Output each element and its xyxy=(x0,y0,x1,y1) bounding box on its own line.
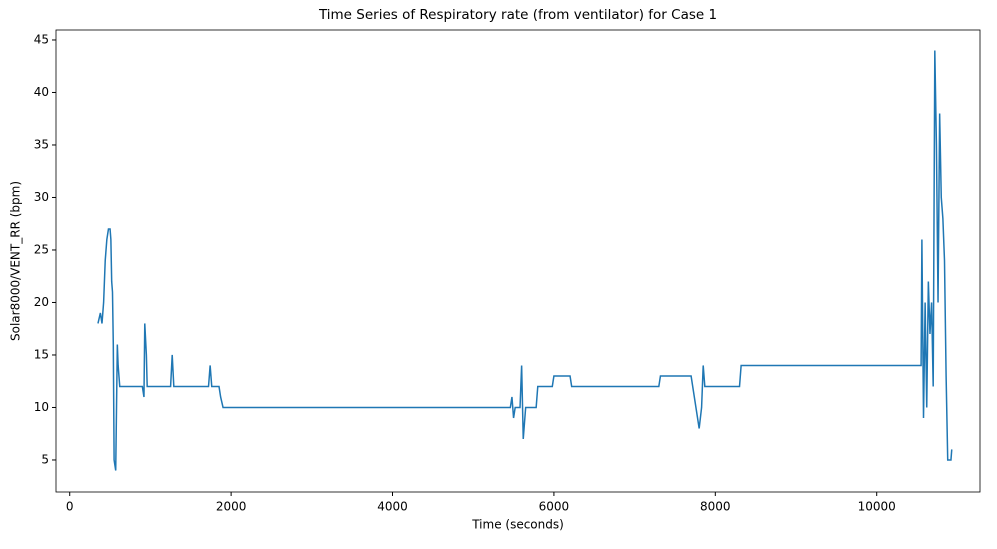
y-tick-label: 25 xyxy=(34,242,49,256)
y-axis-label: Solar8000/VENT_RR (bpm) xyxy=(9,181,23,341)
y-tick-label: 5 xyxy=(41,452,49,466)
x-tick-label: 10000 xyxy=(858,500,896,514)
y-tick-label: 20 xyxy=(34,295,49,309)
y-tick-label: 40 xyxy=(34,85,49,99)
y-tick-label: 30 xyxy=(34,190,49,204)
chart-title: Time Series of Respiratory rate (from ve… xyxy=(318,7,717,23)
x-tick-label: 6000 xyxy=(539,500,570,514)
y-tick-label: 45 xyxy=(34,32,49,46)
y-tick-label: 35 xyxy=(34,137,49,151)
x-tick-label: 2000 xyxy=(216,500,247,514)
data-line xyxy=(97,50,953,471)
y-tick-label: 15 xyxy=(34,347,49,361)
x-axis-label: Time (seconds) xyxy=(471,518,564,532)
plot-frame xyxy=(55,29,981,493)
x-tick-label: 4000 xyxy=(377,500,408,514)
x-tick-label: 0 xyxy=(66,500,74,514)
y-tick-label: 10 xyxy=(34,400,49,414)
x-tick-label: 8000 xyxy=(700,500,731,514)
